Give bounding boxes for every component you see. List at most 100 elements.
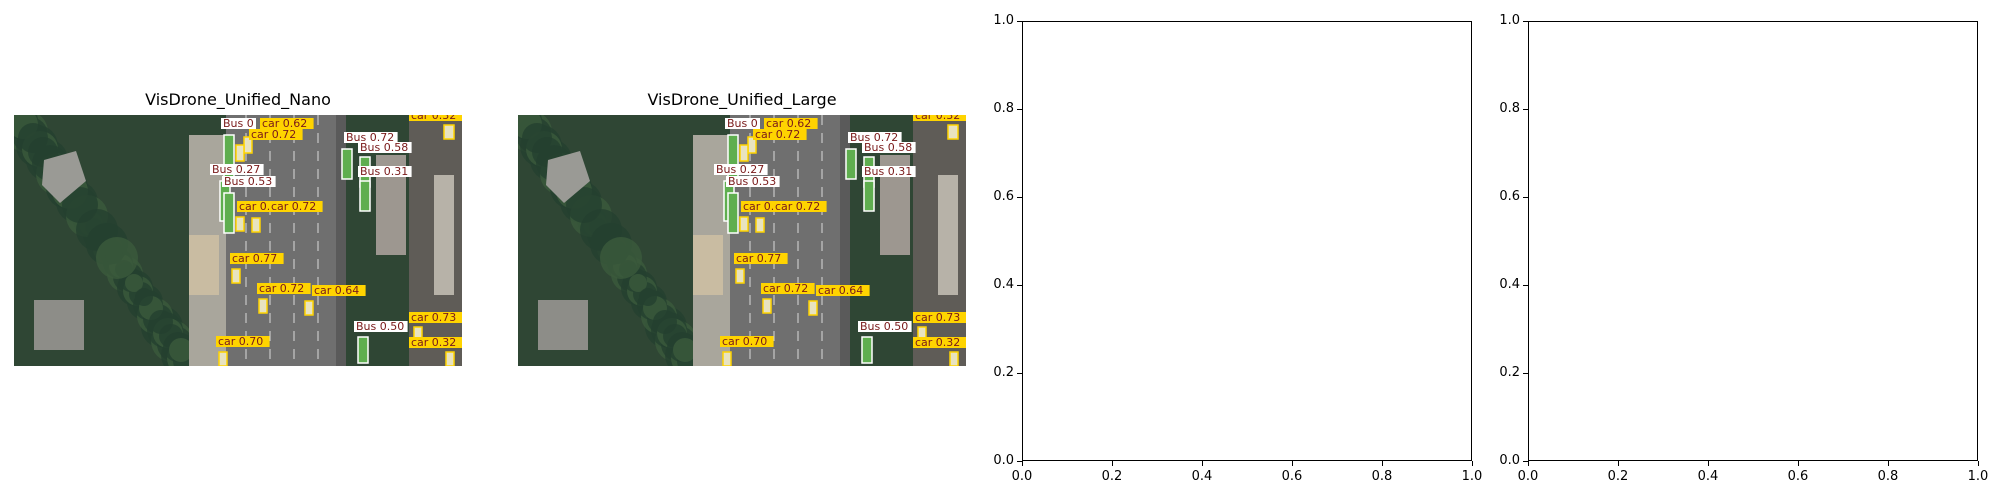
panel-title-nano: VisDrone_Unified_Nano [145, 90, 331, 109]
detection-bus-15: Bus 0.50 [354, 320, 408, 364]
y-tick-mark [1017, 284, 1022, 286]
detection-bus-4: Bus 0.72 [341, 131, 398, 180]
x-tick-mark [1471, 461, 1473, 466]
y-tick-mark [1523, 372, 1528, 374]
svg-text:Bus 0.53: Bus 0.53 [224, 175, 272, 188]
x-tick-label: 0.6 [1281, 469, 1303, 484]
x-tick-label: 1.0 [1967, 469, 1989, 484]
svg-text:Bus 0.72: Bus 0.72 [346, 131, 394, 144]
y-tick-mark [1017, 460, 1022, 462]
x-tick-label: 1.0 [1461, 469, 1483, 484]
x-tick-label: 0.4 [1697, 469, 1719, 484]
y-tick-label: 0.2 [993, 365, 1014, 380]
svg-text:Bus 0: Bus 0 [727, 117, 758, 130]
y-tick-label: 1.0 [1499, 13, 1520, 28]
y-tick-label: 0.2 [1499, 365, 1520, 380]
x-tick-label: 0.0 [1011, 469, 1033, 484]
svg-text:car 0.72: car 0.72 [259, 282, 304, 295]
svg-text:Bus 0.72: Bus 0.72 [850, 131, 898, 144]
detection-car-13: car 0.64 [808, 284, 870, 316]
x-tick-mark [1977, 461, 1979, 466]
y-tick-label: 0.8 [1499, 101, 1520, 116]
detection-car-11: car 0.77 [230, 252, 284, 284]
x-tick-label: 0.2 [1101, 469, 1123, 484]
y-tick-mark [1017, 108, 1022, 110]
detection-bus-8: Bus 0.31 [358, 165, 412, 212]
x-tick-label: 0.4 [1191, 469, 1213, 484]
x-tick-mark [1617, 461, 1619, 466]
detection-car-2: car 0.72 [739, 128, 807, 162]
x-tick-mark [1707, 461, 1709, 466]
y-tick-label: 0.6 [1499, 189, 1520, 204]
y-tick-mark [1523, 284, 1528, 286]
y-tick-label: 0.4 [993, 277, 1014, 292]
svg-text:car 0.77: car 0.77 [232, 252, 277, 265]
svg-text:car 0.32: car 0.32 [411, 115, 456, 122]
detection-car-17: car 0.32 [913, 336, 966, 366]
svg-text:Bus 0.53: Bus 0.53 [728, 175, 776, 188]
svg-text:Bus 0.31: Bus 0.31 [864, 165, 912, 178]
svg-text:Bus 0: Bus 0 [223, 117, 254, 130]
detection-bus-7: Bus 0.53 [726, 175, 780, 234]
detection-car-12: car 0.72 [257, 282, 311, 314]
detection-bus-15: Bus 0.50 [858, 320, 912, 364]
svg-text:car 0.72: car 0.72 [271, 200, 316, 213]
svg-text:car 0.72: car 0.72 [775, 200, 820, 213]
svg-text:car 0.72: car 0.72 [763, 282, 808, 295]
detection-bus-8: Bus 0.31 [862, 165, 916, 212]
svg-text:car 0.73: car 0.73 [411, 311, 456, 324]
svg-text:car 0.72: car 0.72 [755, 128, 800, 141]
detection-car-13: car 0.64 [304, 284, 366, 316]
x-tick-label: 0.6 [1787, 469, 1809, 484]
x-tick-mark [1887, 461, 1889, 466]
y-tick-mark [1017, 196, 1022, 198]
svg-text:car 0.70: car 0.70 [722, 335, 767, 348]
empty-axes-2 [1528, 21, 1978, 461]
detection-car-1: car 0.62 [243, 117, 314, 154]
x-tick-mark [1291, 461, 1293, 466]
svg-text:Bus 0.50: Bus 0.50 [860, 320, 908, 333]
svg-text:car 0.32: car 0.32 [411, 336, 456, 349]
detection-car-3: car 0.32 [409, 115, 462, 140]
y-tick-mark [1017, 372, 1022, 374]
svg-text:car 0.64: car 0.64 [314, 284, 359, 297]
x-tick-label: 0.0 [1517, 469, 1539, 484]
detection-car-10: car 0.72 [251, 200, 323, 233]
svg-text:car 0.77: car 0.77 [736, 252, 781, 265]
y-tick-label: 0.0 [993, 453, 1014, 468]
svg-text:Bus 0.58: Bus 0.58 [360, 141, 408, 154]
detection-car-14: car 0.73 [409, 311, 462, 342]
svg-text:Bus 0.27: Bus 0.27 [212, 163, 260, 176]
svg-text:car 0.32: car 0.32 [915, 115, 960, 122]
svg-text:car 0.62: car 0.62 [766, 117, 811, 130]
y-tick-mark [1523, 460, 1528, 462]
detection-image-large: Bus 0 car 0.62 car 0.72 car 0.32 Bus 0.72 Bus… [518, 115, 966, 366]
x-tick-mark [1527, 461, 1529, 466]
y-tick-mark [1523, 196, 1528, 198]
x-tick-label: 0.8 [1371, 469, 1393, 484]
x-tick-mark [1111, 461, 1113, 466]
empty-axes-1 [1022, 21, 1472, 461]
x-tick-mark [1797, 461, 1799, 466]
svg-text:car 0.62: car 0.62 [262, 117, 307, 130]
x-tick-label: 0.2 [1607, 469, 1629, 484]
x-tick-label: 0.8 [1877, 469, 1899, 484]
detection-car-10: car 0.72 [755, 200, 827, 233]
detection-car-2: car 0.72 [235, 128, 303, 162]
detection-car-17: car 0.32 [409, 336, 462, 366]
detection-car-3: car 0.32 [913, 115, 966, 140]
svg-text:Bus 0.27: Bus 0.27 [716, 163, 764, 176]
x-tick-mark [1021, 461, 1023, 466]
detection-bus-4: Bus 0.72 [845, 131, 902, 180]
detection-bus-7: Bus 0.53 [222, 175, 276, 234]
detection-car-16: car 0.70 [216, 335, 270, 366]
svg-text:car 0.32: car 0.32 [915, 336, 960, 349]
y-tick-label: 0.8 [993, 101, 1014, 116]
y-tick-label: 1.0 [993, 13, 1014, 28]
detection-car-16: car 0.70 [720, 335, 774, 366]
y-tick-mark [1017, 20, 1022, 22]
x-tick-mark [1201, 461, 1203, 466]
y-tick-label: 0.4 [1499, 277, 1520, 292]
y-tick-mark [1523, 20, 1528, 22]
